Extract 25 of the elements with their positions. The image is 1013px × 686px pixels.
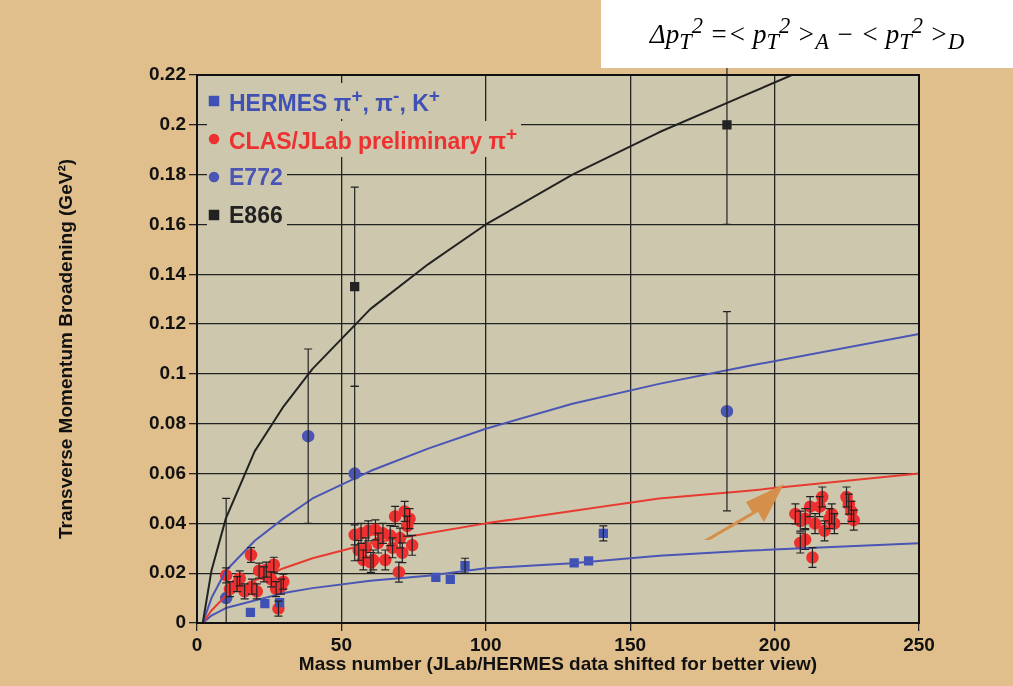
y-tick-label: 0.16 [149,212,186,234]
y-tick-label: 0 [175,611,186,633]
y-tick-label: 0.04 [149,511,187,533]
y-tick-label: 0.18 [149,162,186,184]
legend-label: E866 [229,201,283,229]
x-tick-label: 100 [469,633,502,655]
x-tick-label: 0 [191,633,203,655]
legend-label: E772 [229,163,283,191]
y-tick-label: 0.02 [149,561,186,583]
x-axis-title: Mass number (JLab/HERMES data shifted for better view) [298,652,818,674]
x-tick-label: 200 [758,633,791,655]
legend-label: HERMES π$^{+}$, π$^{-}$, K$^{+}$ [229,85,440,117]
text: Δp$_{T}$$^{2}$ =< p$_{T}$$^{2}$ >$_{A}$ − < p$_{T}$$^{2}$ >$_{D}$ [649,12,965,55]
y-tick-label: 0.12 [149,312,186,334]
y-tick-label: 0.22 [149,63,186,85]
y-tick-label: 0.1 [159,362,187,384]
x-tick-label: 50 [330,633,352,655]
x-tick-label: 150 [614,633,647,655]
y-tick-label: 0.08 [149,411,186,433]
y-tick-label: 0.2 [159,113,186,135]
legend-label: CLAS/JLab preliminary π$^{+}$ [229,123,518,155]
x-tick-label: 250 [903,633,935,655]
y-tick-label: 0.14 [149,262,187,284]
y-axis-title: Transverse Momentum Broadening (GeV²) [54,158,76,540]
y-tick-label: 0.06 [149,461,186,483]
